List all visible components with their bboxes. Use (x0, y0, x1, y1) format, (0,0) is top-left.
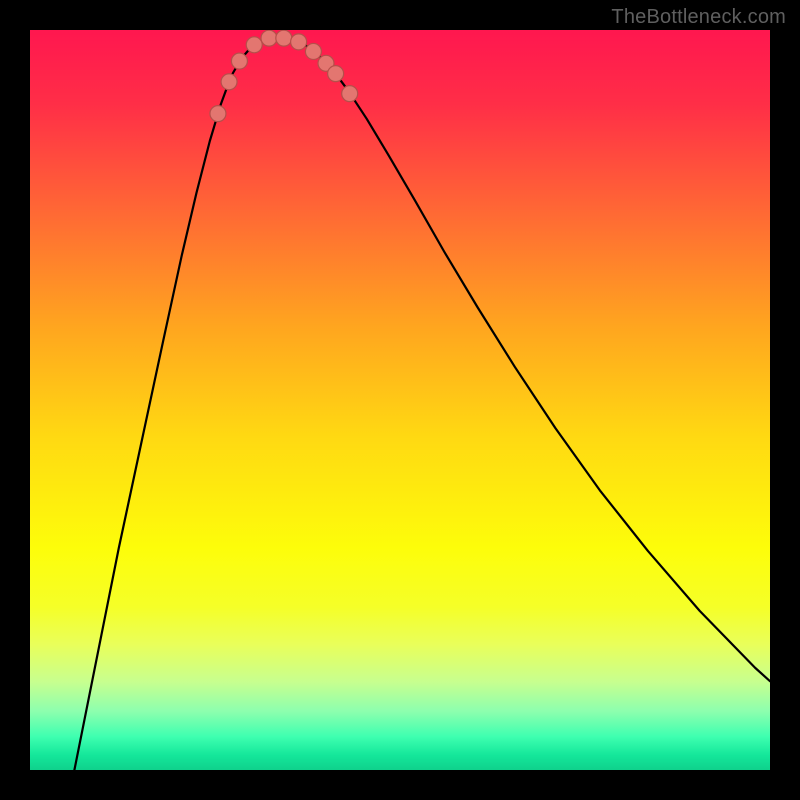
data-markers (210, 30, 358, 121)
chart-container: TheBottleneck.com (0, 0, 800, 800)
bottleneck-curve (74, 37, 770, 770)
data-marker (231, 53, 247, 69)
data-marker (305, 43, 321, 59)
data-marker (246, 37, 262, 53)
data-marker (328, 66, 344, 82)
data-marker (261, 30, 277, 46)
plot-area (30, 30, 770, 770)
data-marker (291, 34, 307, 50)
watermark-text: TheBottleneck.com (611, 6, 786, 29)
data-marker (276, 30, 292, 46)
data-marker (221, 74, 237, 90)
data-marker (210, 106, 226, 122)
data-marker (342, 86, 358, 102)
chart-svg (30, 30, 770, 770)
